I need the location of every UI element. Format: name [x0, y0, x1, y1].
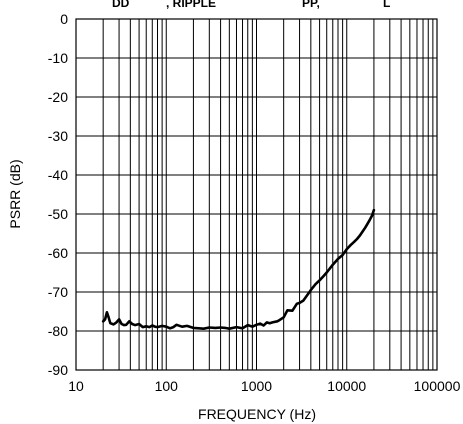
y-tick-label: -30	[48, 128, 68, 144]
x-axis-title: FREQUENCY (Hz)	[198, 406, 316, 422]
y-tick-label: -50	[48, 206, 68, 222]
y-tick-label: -80	[48, 323, 68, 339]
top-text-1: DD	[112, 0, 130, 10]
y-tick-label: -60	[48, 245, 68, 261]
y-tick-label: -10	[48, 50, 68, 66]
plot-frame	[75, 18, 438, 371]
y-tick-label: 0	[60, 11, 68, 27]
y-tick-label: -40	[48, 167, 68, 183]
x-tick-label: 1000	[241, 378, 272, 394]
x-tick-label: 10000	[327, 378, 366, 394]
y-tick-label: -90	[48, 362, 68, 378]
y-tick-label: -20	[48, 89, 68, 105]
top-text-2: , RIPPLE	[166, 0, 216, 10]
y-axis-title: PSRR (dB)	[7, 159, 23, 228]
x-tick-label: 100	[155, 378, 179, 394]
y-tick-label: -70	[48, 284, 68, 300]
x-tick-label: 100000	[414, 378, 461, 394]
top-text-3: PP,	[302, 0, 320, 10]
y-tick-labels: 0 -10 -20 -30 -40 -50 -60 -70 -80 -90	[48, 11, 68, 378]
x-tick-label: 10	[68, 378, 84, 394]
top-text-4: L	[383, 0, 390, 10]
x-tick-labels: 10 100 1000 10000 100000	[68, 378, 460, 394]
grid-lines	[76, 19, 437, 370]
psrr-curve	[101, 208, 376, 330]
